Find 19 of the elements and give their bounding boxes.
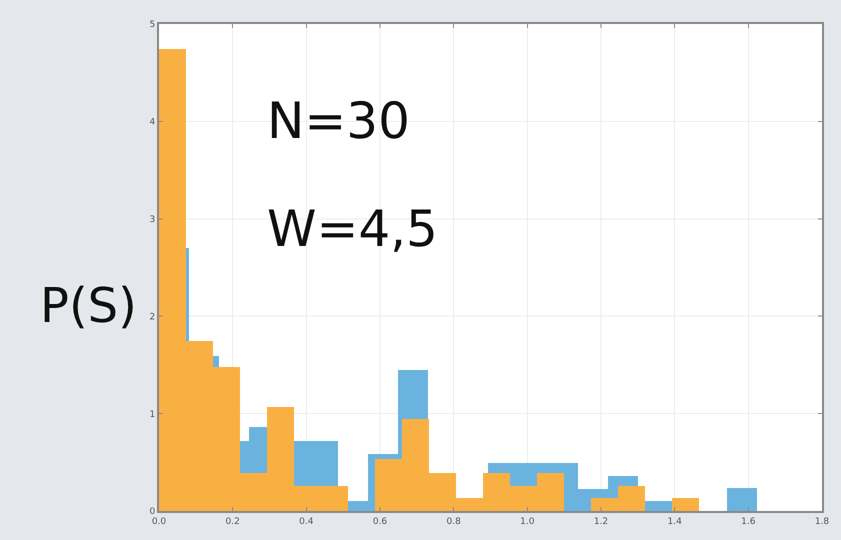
x-tick-label: 1.8 (814, 516, 830, 527)
x-tick-label: 0.4 (299, 516, 314, 527)
y-axis-title: P(S) (40, 278, 137, 334)
y-tick-label: 3 (149, 214, 156, 225)
x-tick-label: 1.4 (668, 516, 682, 527)
y-tick-label: 2 (149, 312, 156, 322)
x-tick-label: 1.0 (520, 516, 535, 527)
x-tick-label: 1.6 (741, 516, 756, 527)
y-tick-label: 5 (149, 20, 156, 30)
x-tick-label: 0.6 (372, 516, 388, 527)
x-tick-label: 0.2 (226, 516, 240, 527)
x-tick-label: 0.0 (152, 516, 166, 527)
y-tick-label: 4 (149, 118, 156, 128)
annotation: N=30 (267, 92, 410, 150)
annotation: W=4,5 (267, 200, 438, 258)
y-tick-label: 1 (149, 410, 156, 420)
y-tick-label: 0 (149, 507, 156, 518)
x-tick-label: 0.8 (446, 516, 462, 527)
x-tick-label: 1.2 (594, 516, 608, 527)
